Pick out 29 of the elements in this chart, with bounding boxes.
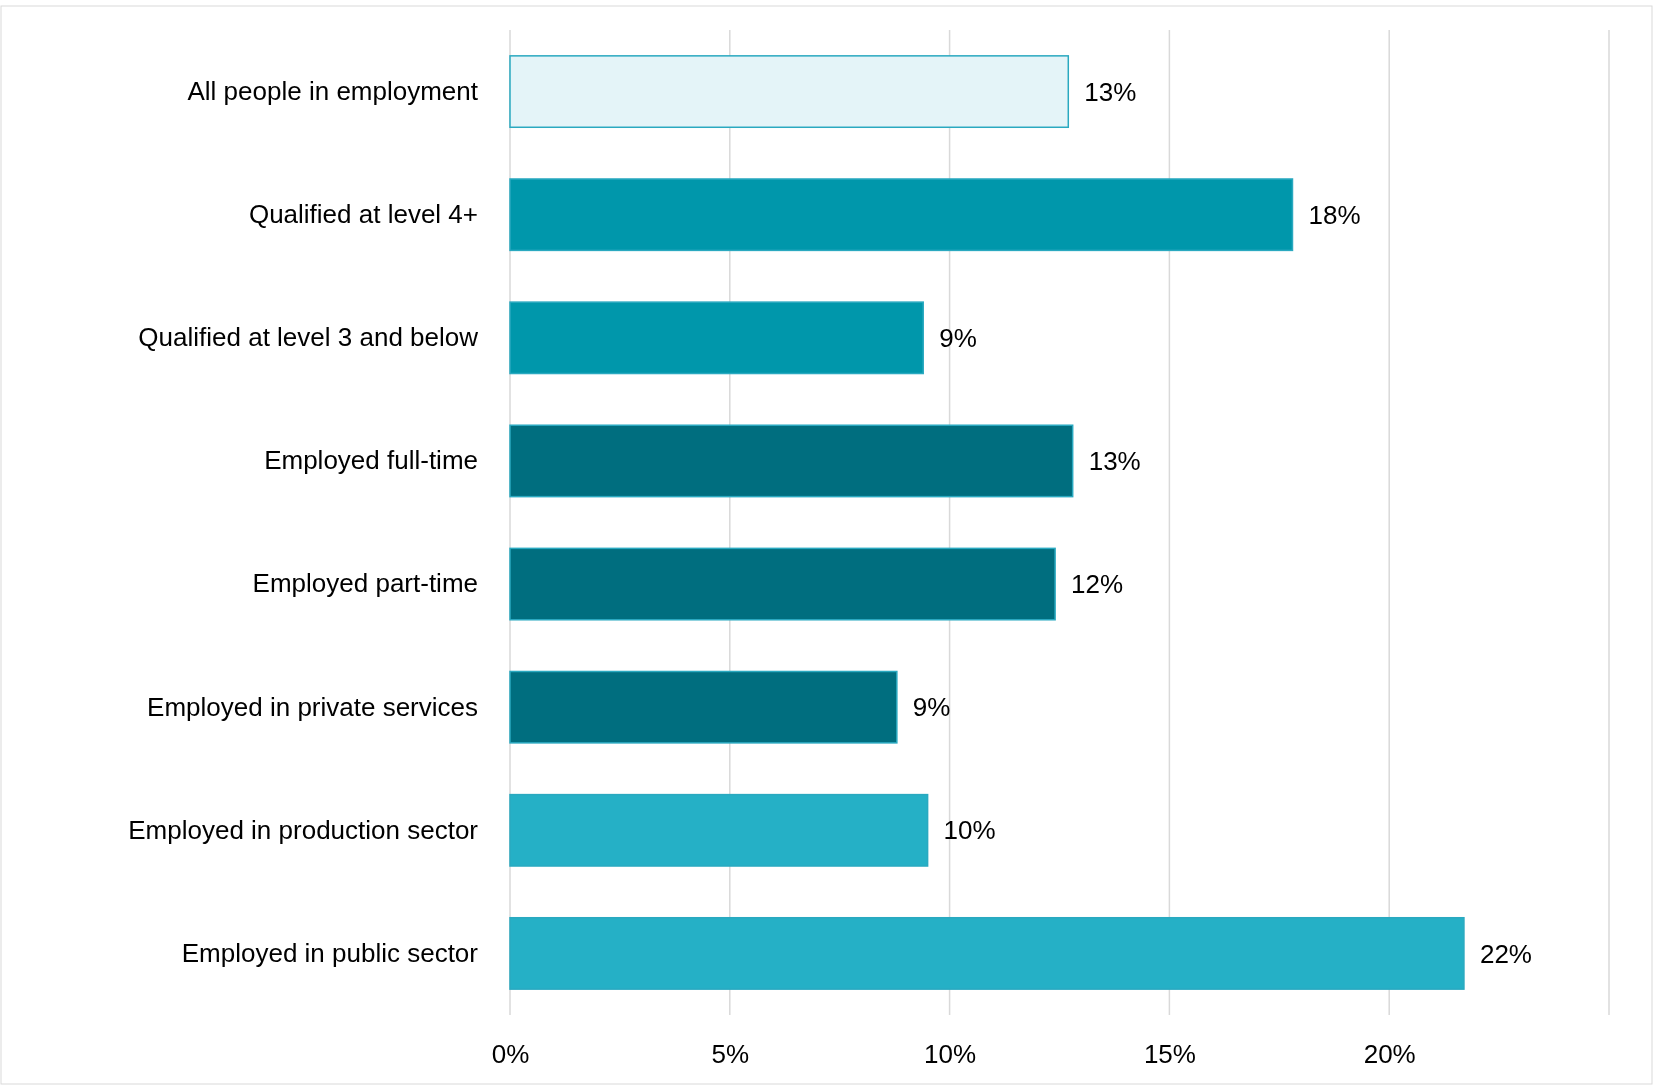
bar	[509, 670, 898, 744]
bar	[509, 916, 1465, 990]
data-label: 18%	[1308, 199, 1361, 230]
x-tick-label: 20%	[1363, 1039, 1416, 1070]
bar	[509, 793, 929, 867]
y-tick-label: Employed part-time	[252, 568, 478, 599]
y-tick-label: Qualified at level 3 and below	[138, 322, 479, 353]
bar	[509, 547, 1056, 621]
x-tick-label: 10%	[924, 1039, 977, 1070]
x-tick-label: 15%	[1143, 1039, 1196, 1070]
data-label: 13%	[1088, 446, 1141, 477]
y-tick-label: Employed in production sector	[128, 814, 479, 845]
y-tick-label: Qualified at level 4+	[248, 199, 478, 230]
data-label: 22%	[1479, 938, 1532, 969]
data-label: 9%	[912, 692, 951, 723]
y-tick-label: All people in employment	[187, 75, 479, 106]
bar	[509, 301, 924, 375]
data-label: 12%	[1071, 569, 1124, 600]
bar	[509, 424, 1074, 498]
y-tick-label: Employed in private services	[147, 691, 478, 722]
data-label: 10%	[943, 815, 996, 846]
y-tick-label: Employed full-time	[264, 445, 478, 476]
bar	[509, 55, 1070, 129]
x-tick-label: 0%	[491, 1039, 530, 1070]
bar	[509, 178, 1294, 252]
y-tick-label: Employed in public sector	[181, 937, 479, 968]
x-tick-label: 5%	[711, 1039, 750, 1070]
data-label: 13%	[1084, 76, 1137, 107]
data-label: 9%	[939, 322, 977, 353]
